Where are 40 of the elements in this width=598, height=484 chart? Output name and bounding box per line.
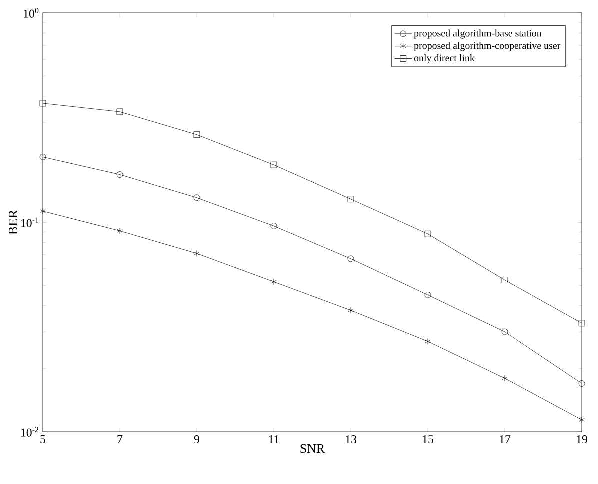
point — [194, 250, 200, 257]
point — [348, 256, 354, 262]
y-tick-label: 10$^{-1}$ — [21, 218, 38, 228]
y-tick-label: 10$^{0}$ — [24, 8, 39, 18]
y-tick-label: 10$^{-2}$ — [21, 427, 39, 437]
x-tick-label: 9 — [194, 436, 200, 444]
point — [40, 208, 46, 215]
x-tick-label: 5 — [40, 436, 46, 444]
point — [578, 320, 586, 327]
point — [40, 154, 46, 160]
point — [502, 328, 508, 336]
point — [117, 228, 123, 234]
point — [194, 194, 200, 202]
legend-label: proposed algorithm-base station — [414, 30, 542, 39]
point — [270, 162, 278, 168]
point — [40, 100, 46, 107]
x-tick-label: 17 — [500, 436, 511, 444]
point — [270, 223, 278, 230]
point — [502, 277, 508, 284]
legend-label: proposed algorithm-cooperative user — [414, 42, 561, 52]
point — [579, 416, 585, 424]
point — [116, 108, 124, 116]
point — [194, 132, 200, 138]
x-tick-label: 11 — [269, 436, 280, 444]
point — [578, 380, 586, 387]
point — [425, 338, 431, 345]
point — [348, 196, 354, 203]
x-tick-label: 15 — [423, 436, 434, 444]
legend-label: only direct link — [414, 54, 475, 64]
y-axis-title: BER — [9, 210, 18, 235]
x-axis-title: SNR — [300, 444, 326, 454]
x-tick-label: 19 — [577, 436, 588, 444]
x-tick-label: 7 — [118, 436, 123, 444]
point — [424, 230, 432, 238]
point — [116, 172, 124, 178]
point — [424, 292, 432, 298]
point — [502, 375, 508, 382]
x-tick-label: 13 — [346, 436, 357, 444]
point — [348, 307, 354, 314]
point — [271, 278, 277, 286]
